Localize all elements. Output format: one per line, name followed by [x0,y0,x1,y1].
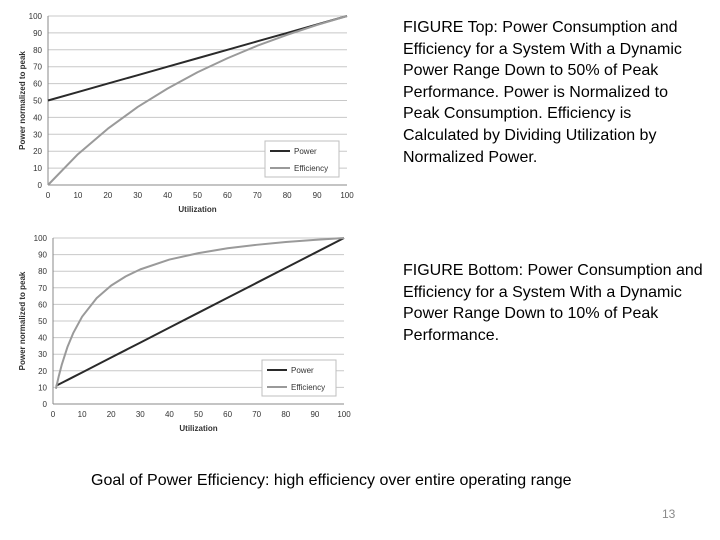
bottom-chart-power-series-line [55,237,345,387]
bottom-chart-legend-label-efficiency: Efficiency [291,383,325,392]
bottom-chart-x-tick-label: 50 [194,410,203,419]
bottom-chart-x-tick-label: 70 [252,410,261,419]
bottom-chart-y-tick-label: 10 [38,383,47,392]
top-chart-svg: 0 10 20 30 40 50 60 70 80 90 100 0 10 20 30 40 50 60 70 80 9… [18,12,354,214]
top-chart-y-tick-label: 20 [33,147,42,156]
bottom-chart-x-tick-label: 100 [337,410,351,419]
top-chart-y-tick-label: 10 [33,164,42,173]
bottom-chart-y-tick-label: 20 [38,367,47,376]
top-chart-y-tick-label: 50 [33,97,42,106]
bottom-chart-efficiency-series-line [54,237,345,389]
bottom-chart-x-tick-label: 90 [310,410,319,419]
top-figure-caption: FIGURE Top: Power Consumption and Effici… [403,19,682,166]
top-chart-y-tick-label: 70 [33,63,42,72]
bottom-chart-legend-box [261,359,337,397]
top-chart-legend-box [264,140,340,178]
top-chart-efficiency-series-line [47,15,348,186]
top-chart-y-tick-label: 100 [29,12,43,21]
bottom-chart-y-tick-label: 50 [38,317,47,326]
top-chart-x-tick-label: 10 [73,191,82,200]
top-chart-x-tick-label: 60 [223,191,232,200]
top-chart-x-tick-label: 100 [340,191,354,200]
page-number: 13 [662,507,676,521]
bottom-chart-x-tick-label: 80 [281,410,290,419]
bottom-chart-x-tick-label: 20 [107,410,116,419]
top-chart-y-tick-label: 0 [38,181,43,190]
bottom-chart-x-tick-label: 10 [78,410,87,419]
top-chart-power-series-line [47,15,348,102]
top-chart-y-tick-label: 30 [33,130,42,139]
top-chart-x-tick-label: 0 [46,191,51,200]
top-chart-x-tick-label: 30 [133,191,142,200]
bottom-chart-x-tick-label: 30 [136,410,145,419]
top-chart-y-tick-label: 60 [33,80,42,89]
bottom-chart-y-tick-label: 30 [38,350,47,359]
bottom-chart-y-tick-label: 40 [38,334,47,343]
bottom-chart-y-tick-label: 100 [34,234,48,243]
bottom-chart-y-tick-label: 90 [38,251,47,260]
top-chart: 0 10 20 30 40 50 60 70 80 90 100 0 10 20 30 40 50 60 70 80 9… [0,0,370,225]
bottom-chart-x-tick-label: 0 [51,410,56,419]
bottom-chart-x-tick-label: 60 [223,410,232,419]
bottom-figure-caption: FIGURE Bottom: Power Consumption and Eff… [403,262,703,344]
bottom-chart-y-axis-title: Power normalized to peak [18,271,27,370]
top-chart-y-tick-label: 40 [33,113,42,122]
bottom-chart-y-tick-label: 0 [43,400,48,409]
bottom-chart-y-tick-label: 70 [38,284,47,293]
top-chart-x-tick-label: 40 [163,191,172,200]
bottom-chart-svg: 0 10 20 30 40 50 60 70 80 90 100 0 10 20 30 40 50 60 70 80 9… [18,234,351,433]
top-chart-y-tick-label: 90 [33,29,42,38]
bottom-chart-legend-label-power: Power [291,366,314,375]
bottom-chart-y-tick-label: 60 [38,300,47,309]
top-chart-y-axis-title: Power normalized to peak [18,51,27,150]
bottom-chart: 0 10 20 30 40 50 60 70 80 90 100 0 10 20 30 40 50 60 70 80 9… [0,228,370,438]
top-chart-x-tick-label: 90 [313,191,322,200]
goal-statement: Goal of Power Efficiency: high efficienc… [91,472,572,489]
top-chart-legend-label-power: Power [294,147,317,156]
bottom-chart-x-tick-label: 40 [165,410,174,419]
bottom-chart-x-axis-title: Utilization [179,424,217,433]
top-chart-x-tick-label: 80 [283,191,292,200]
top-chart-x-axis-title: Utilization [178,205,216,214]
top-chart-x-tick-label: 70 [253,191,262,200]
bottom-chart-y-tick-label: 80 [38,267,47,276]
top-chart-x-tick-label: 50 [193,191,202,200]
top-chart-legend-label-efficiency: Efficiency [294,164,328,173]
top-chart-y-tick-label: 80 [33,46,42,55]
top-chart-x-tick-label: 20 [103,191,112,200]
